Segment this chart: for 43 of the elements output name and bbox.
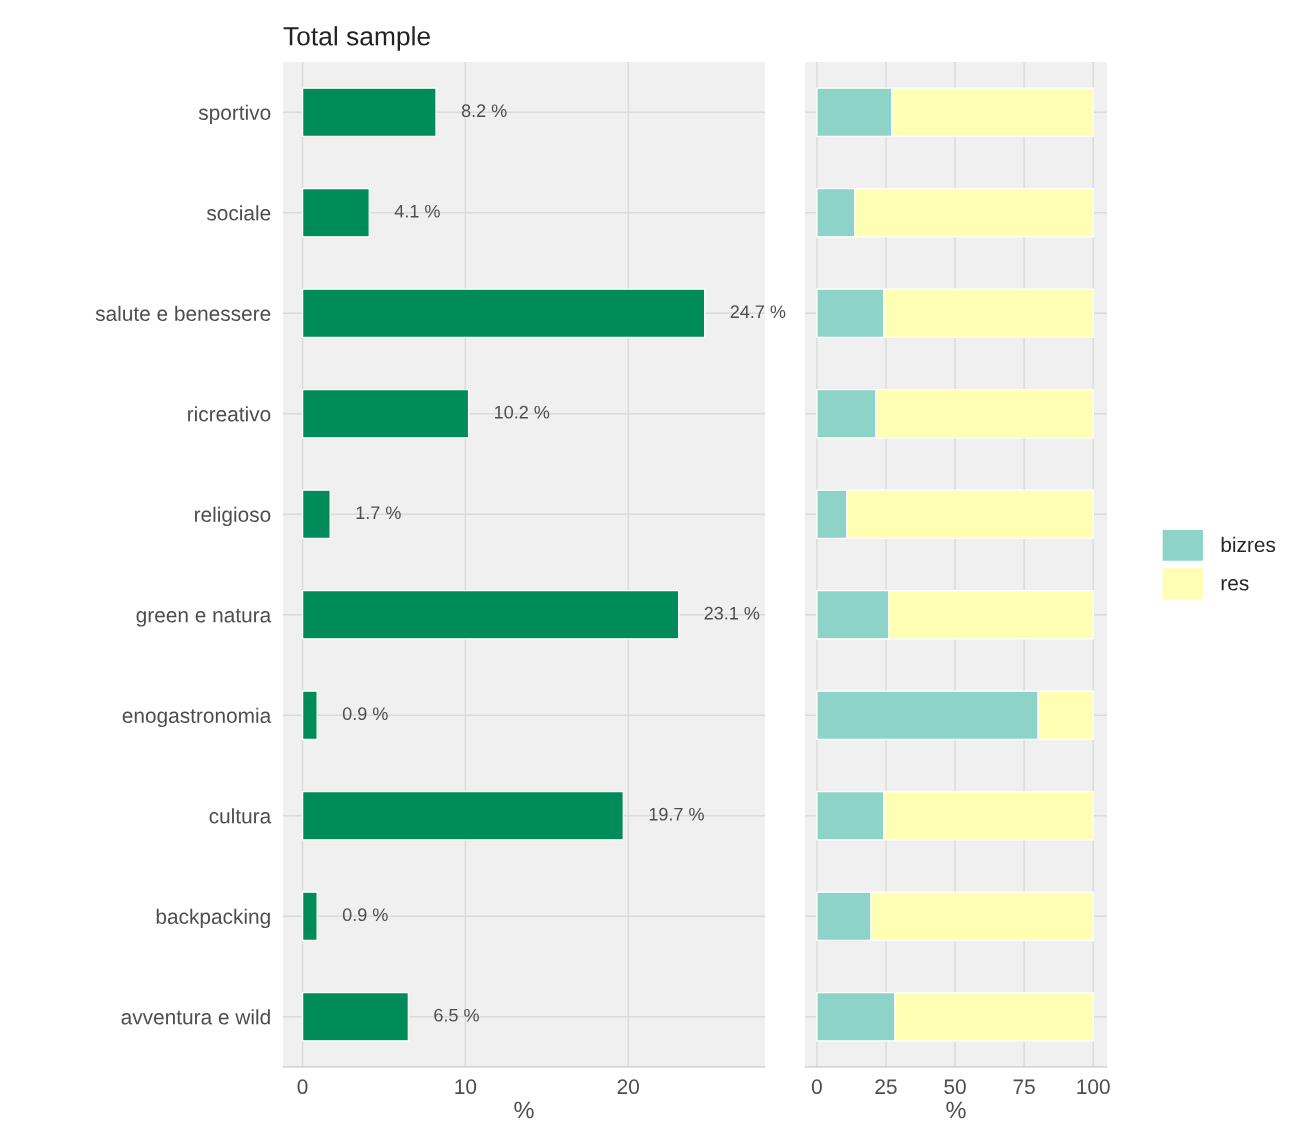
y-tick-label: ricreativo — [188, 406, 271, 422]
x-tick-label: 0 — [811, 1079, 822, 1095]
data-label: 4.1 % — [394, 204, 440, 218]
chart-title: Total sample — [283, 26, 430, 51]
x-tick-label: 25 — [875, 1079, 897, 1095]
data-label: 1.7 % — [356, 506, 401, 520]
bar — [301, 87, 437, 138]
y-tick-label: cultura — [209, 808, 272, 824]
x-tick-label: 20 — [617, 1079, 639, 1095]
y-tick-label: backpacking — [156, 908, 270, 929]
y-tick-label: sociale — [206, 205, 271, 221]
y-tick-label: religioso — [195, 506, 271, 527]
bar — [301, 589, 680, 640]
data-label: 19.7 % — [649, 807, 704, 821]
data-label: 6.5 % — [434, 1008, 479, 1022]
bar — [301, 790, 625, 841]
bar — [301, 288, 706, 339]
data-label: 8.2 % — [461, 104, 507, 118]
bar — [301, 891, 318, 942]
data-label: 10.2 % — [495, 405, 550, 419]
x-axis-title: % — [946, 1101, 966, 1119]
bar — [301, 991, 410, 1042]
legend-label: res — [1221, 579, 1249, 591]
y-tick-label: salute e benessere — [95, 305, 271, 321]
x-tick-label: 0 — [297, 1079, 308, 1095]
data-label: 0.9 % — [342, 908, 388, 922]
bar — [301, 690, 318, 741]
x-axis-title: % — [514, 1101, 534, 1119]
data-label: 24.7 % — [730, 305, 786, 319]
legend-label: bizres — [1221, 536, 1276, 553]
x-tick-label: 10 — [455, 1079, 477, 1095]
bar — [301, 388, 470, 439]
data-label: 0.9 % — [342, 707, 388, 721]
y-tick-label: sportivo — [198, 104, 271, 125]
data-label: 23.1 % — [704, 606, 760, 620]
x-tick-label: 75 — [1013, 1079, 1035, 1095]
y-tick-label: green e natura — [136, 608, 272, 627]
y-tick-label: avventura e wild — [121, 1009, 270, 1025]
bar — [301, 187, 370, 238]
y-tick-label: enogastronomia — [122, 707, 272, 728]
x-tick-label: 50 — [944, 1079, 966, 1095]
bar — [301, 489, 331, 540]
x-tick-label: 100 — [1077, 1079, 1110, 1095]
